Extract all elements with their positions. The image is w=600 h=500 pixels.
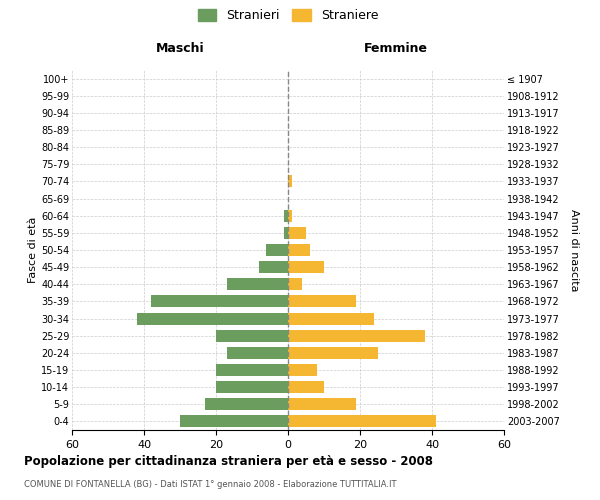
Y-axis label: Fasce di età: Fasce di età xyxy=(28,217,38,283)
Text: COMUNE DI FONTANELLA (BG) - Dati ISTAT 1° gennaio 2008 - Elaborazione TUTTITALIA: COMUNE DI FONTANELLA (BG) - Dati ISTAT 1… xyxy=(24,480,397,489)
Bar xyxy=(288,347,378,359)
Bar xyxy=(288,244,310,256)
Bar xyxy=(284,210,288,222)
Bar xyxy=(266,244,288,256)
Legend: Stranieri, Straniere: Stranieri, Straniere xyxy=(193,4,383,27)
Y-axis label: Anni di nascita: Anni di nascita xyxy=(569,209,579,291)
Bar xyxy=(259,261,288,273)
Bar xyxy=(180,416,288,428)
Text: Maschi: Maschi xyxy=(155,42,205,55)
Bar xyxy=(216,364,288,376)
Bar xyxy=(288,364,317,376)
Bar xyxy=(205,398,288,410)
Bar xyxy=(216,381,288,393)
Bar xyxy=(288,398,356,410)
Bar xyxy=(288,210,292,222)
Bar xyxy=(288,416,436,428)
Bar xyxy=(227,278,288,290)
Bar xyxy=(288,312,374,324)
Bar xyxy=(288,176,292,188)
Bar xyxy=(288,330,425,342)
Bar xyxy=(227,347,288,359)
Bar xyxy=(288,278,302,290)
Bar xyxy=(288,261,324,273)
Bar xyxy=(288,227,306,239)
Bar xyxy=(288,381,324,393)
Text: Femmine: Femmine xyxy=(364,42,428,55)
Bar xyxy=(216,330,288,342)
Bar xyxy=(151,296,288,308)
Bar xyxy=(288,296,356,308)
Bar xyxy=(284,227,288,239)
Text: Popolazione per cittadinanza straniera per età e sesso - 2008: Popolazione per cittadinanza straniera p… xyxy=(24,455,433,468)
Bar xyxy=(137,312,288,324)
